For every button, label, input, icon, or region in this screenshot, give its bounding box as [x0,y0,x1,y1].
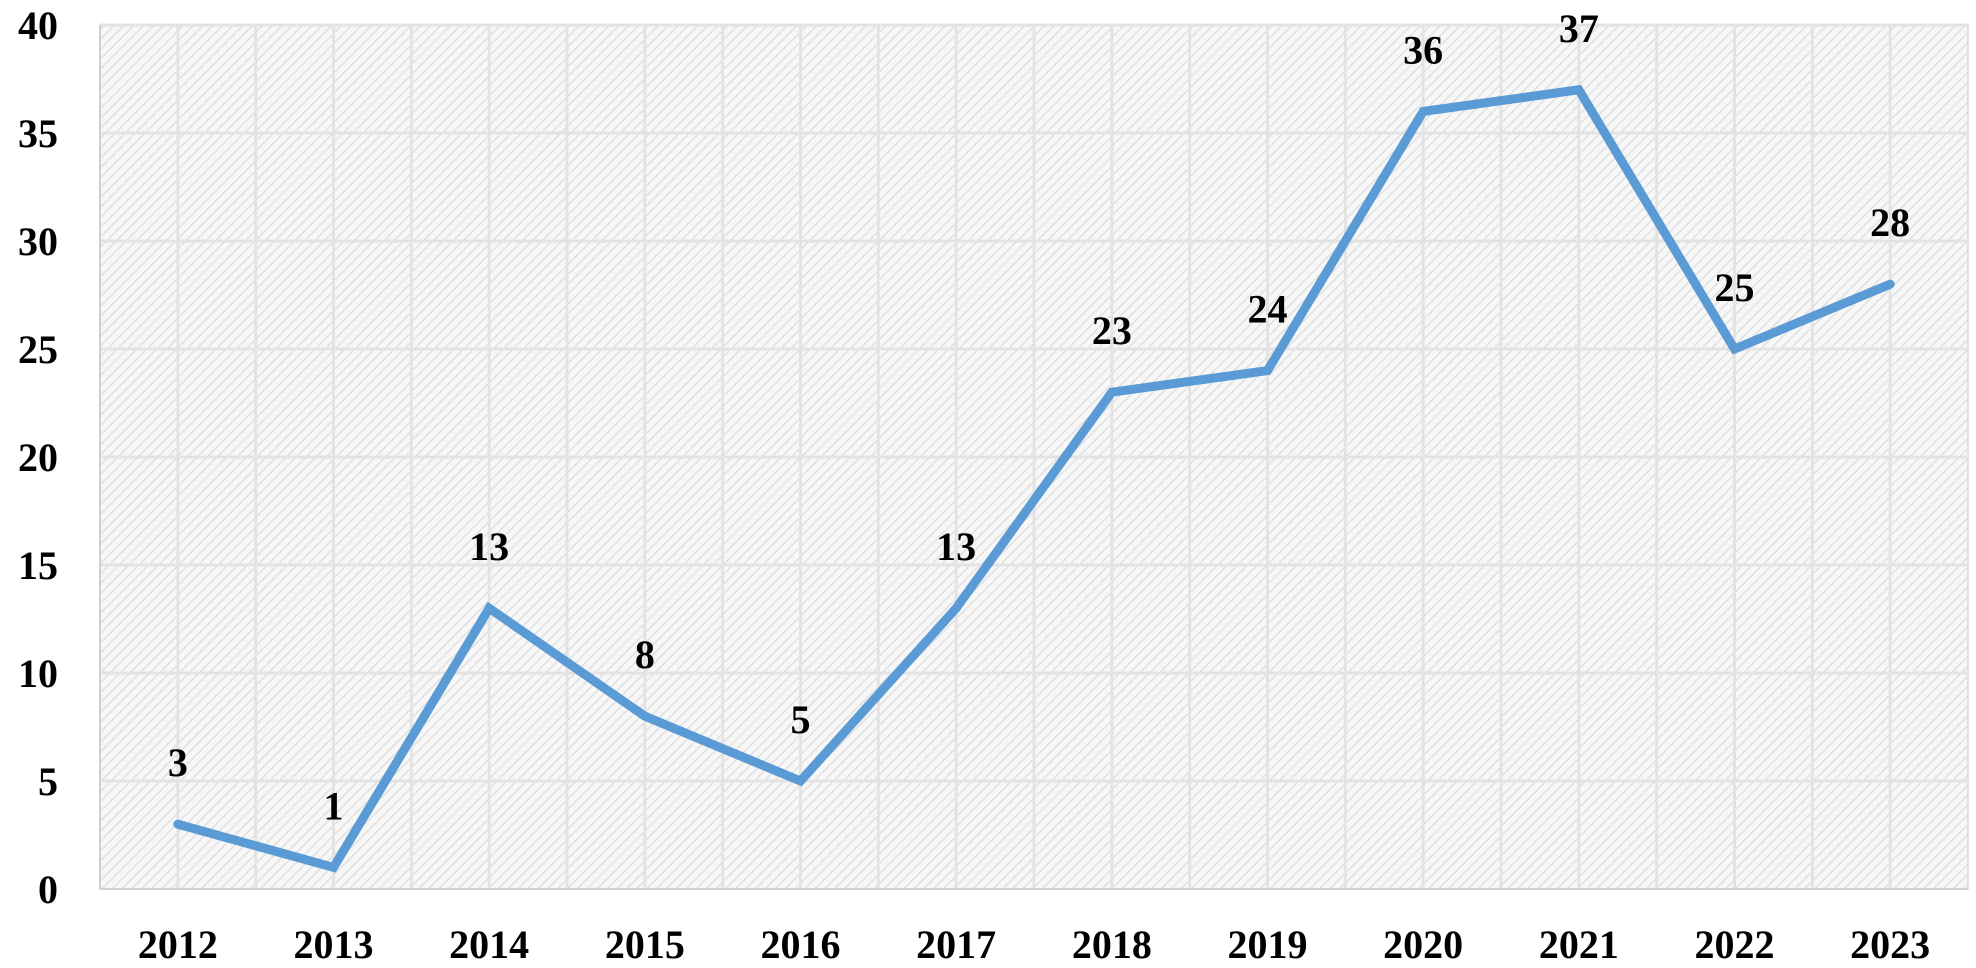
data-labels: 3 1 13 8 5 13 23 24 36 37 25 28 [168,6,1910,829]
data-label: 28 [1870,200,1910,245]
data-label: 8 [635,632,655,677]
x-tick-label: 2022 [1695,922,1775,967]
data-label: 13 [469,524,509,569]
y-tick-label: 15 [18,543,58,588]
series-line [173,84,1895,873]
y-tick-label: 5 [38,759,58,804]
y-tick-label: 10 [18,651,58,696]
data-label: 13 [936,524,976,569]
y-tick-label: 35 [18,111,58,156]
y-tick-label: 25 [18,327,58,372]
data-label: 5 [791,697,811,742]
y-tick-label: 20 [18,435,58,480]
x-tick-label: 2017 [916,922,996,967]
y-tick-label: 30 [18,219,58,264]
gridlines [100,23,1968,889]
data-label: 3 [168,740,188,785]
y-tick-label: 40 [18,3,58,48]
data-label: 23 [1092,308,1132,353]
series-layer [173,84,1895,873]
x-tick-label: 2019 [1228,922,1308,967]
x-tick-label: 2014 [449,922,529,967]
x-tick-label: 2021 [1539,922,1619,967]
data-label: 36 [1403,27,1443,72]
x-tick-label: 2013 [294,922,374,967]
x-tick-label: 2018 [1072,922,1152,967]
x-tick-label: 2015 [605,922,685,967]
y-tick-label: 0 [38,867,58,912]
x-tick-label: 2020 [1383,922,1463,967]
data-label: 25 [1715,265,1755,310]
x-tick-label: 2016 [761,922,841,967]
data-label: 24 [1248,287,1288,332]
data-label: 37 [1559,6,1599,51]
data-label: 1 [324,783,344,828]
x-tick-label: 2012 [138,922,218,967]
x-tick-label: 2023 [1850,922,1930,967]
